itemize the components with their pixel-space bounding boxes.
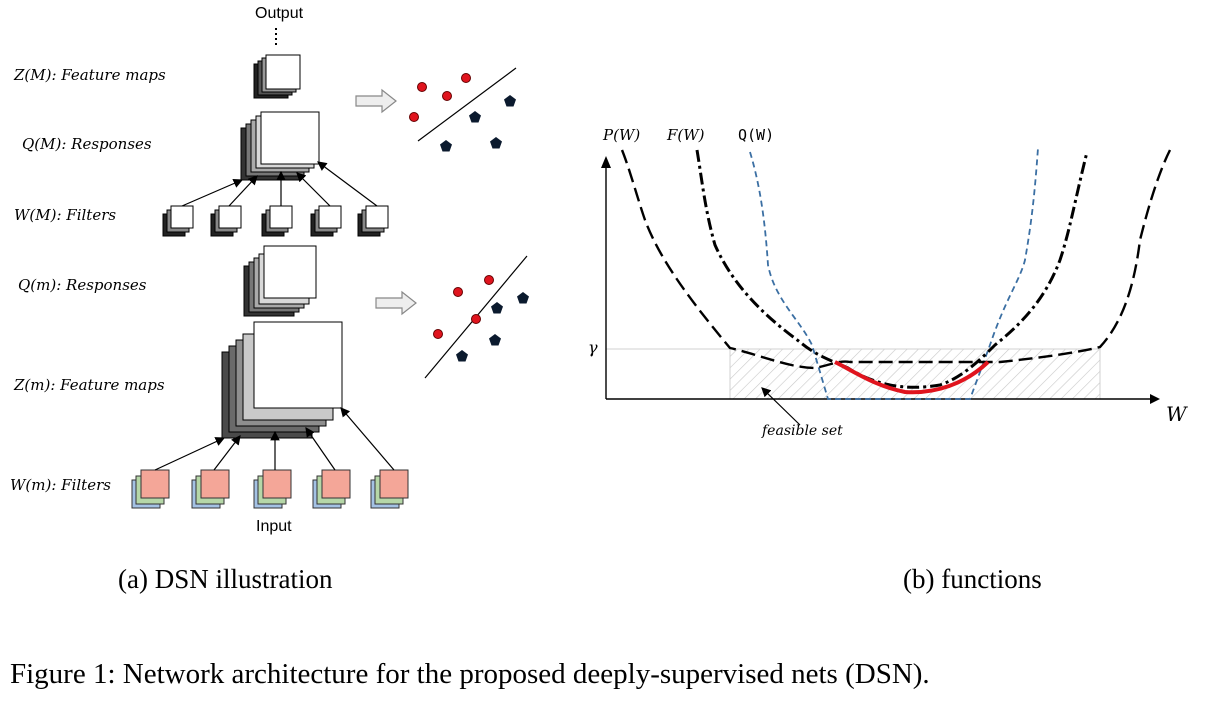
feasible-set-label: feasible set: [762, 423, 843, 439]
wm-filter-2: [191, 469, 230, 509]
red-point: [433, 329, 443, 339]
wM-filter-5: [357, 205, 389, 237]
wm-filter-4: [312, 469, 351, 509]
pentagon-point: [489, 334, 501, 346]
wM-arrows: [181, 161, 378, 207]
output-label: Output: [255, 5, 304, 22]
red-point: [453, 287, 463, 297]
zM-feature-maps-stack: [253, 54, 301, 99]
wm-filters-group: [131, 469, 409, 509]
x-axis-label: W: [1166, 402, 1187, 426]
wM-filter-1: [162, 205, 194, 237]
wM-filter-2: [210, 205, 242, 237]
wM-filter-3: [261, 205, 293, 237]
f-curve-label: F(W): [667, 126, 705, 144]
q-curve-label: Q(W): [738, 126, 775, 144]
q-curve: [749, 147, 1039, 400]
p-curve: [620, 149, 1172, 370]
wM-filter-4: [310, 205, 342, 237]
y-axis-arrowhead: [601, 156, 611, 168]
wm-label: W(m): Filters: [10, 476, 111, 494]
qM-label: Q(M): Responses: [22, 135, 152, 153]
wM-filters-group: [162, 205, 389, 237]
pentagon-point: [491, 302, 503, 314]
wm-filter-1: [131, 469, 170, 509]
subcaption-a: (a) DSN illustration: [118, 564, 333, 594]
input-label: Input: [256, 518, 292, 535]
pentagon-point: [456, 350, 468, 362]
qm-label: Q(m): Responses: [18, 276, 147, 294]
pentagon-point: [440, 140, 452, 152]
block-arrow-top: [355, 88, 397, 114]
pentagon-point: [469, 111, 481, 123]
feasible-set-pointer: [761, 387, 801, 426]
functions-plot: [601, 147, 1172, 426]
wm-filter-5: [370, 469, 409, 509]
top-decision-boundary: [417, 67, 517, 142]
f-curve: [695, 149, 1089, 389]
pentagon-point: [517, 292, 529, 304]
subcaption-b: (b) functions: [903, 564, 1042, 594]
wM-label: W(M): Filters: [14, 206, 117, 224]
red-point: [442, 91, 452, 101]
pentagon-point: [504, 95, 516, 107]
optimum-segment: [834, 360, 990, 395]
gamma-label: γ: [588, 338, 598, 357]
top-classifier-scatter: [409, 67, 517, 152]
wm-arrows: [154, 407, 395, 471]
zm-label: Z(m): Feature maps: [14, 376, 165, 394]
wm-filter-3: [253, 469, 292, 509]
red-point: [409, 112, 419, 122]
bottom-classifier-scatter: [424, 255, 529, 379]
figure-caption: Figure 1: Network architecture for the p…: [10, 658, 930, 690]
qM-responses-stack: [240, 111, 320, 181]
red-point: [484, 275, 494, 285]
block-arrow-bottom: [375, 290, 417, 316]
red-point: [461, 73, 471, 83]
red-point: [417, 82, 427, 92]
zm-feature-maps-stack: [221, 321, 343, 439]
p-curve-label: P(W): [603, 126, 641, 144]
qm-responses-stack: [243, 245, 317, 317]
red-point: [471, 314, 481, 324]
pentagon-point: [490, 137, 502, 149]
zM-label: Z(M): Feature maps: [14, 66, 166, 84]
x-axis-arrowhead: [1150, 394, 1160, 404]
